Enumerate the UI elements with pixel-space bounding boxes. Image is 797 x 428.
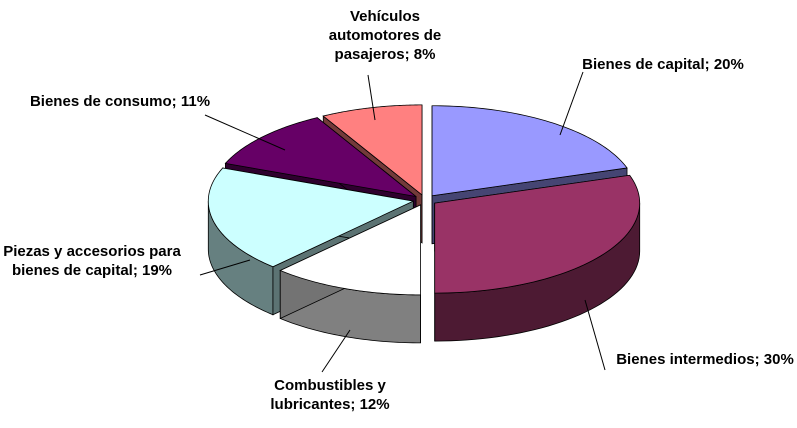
slice xyxy=(224,117,417,197)
data-label: Bienes de capital; 20% xyxy=(582,56,744,73)
leader-line xyxy=(321,329,351,373)
data-label: Bienes intermedios; 30% xyxy=(616,351,794,368)
data-label: Piezas y accesorios para bienes de capit… xyxy=(3,243,181,279)
data-label: Bienes de consumo; 11% xyxy=(29,93,211,110)
slice xyxy=(431,105,628,197)
data-label: Vehículos automotores de pasajeros; 8% xyxy=(328,8,442,63)
leader-line xyxy=(199,259,251,276)
slice xyxy=(322,104,423,196)
leader-line xyxy=(559,71,584,136)
leader-line xyxy=(204,114,286,151)
leader-line xyxy=(367,74,376,121)
data-label: Combustibles y lubricantes; 12% xyxy=(270,377,390,413)
slice xyxy=(279,204,421,296)
leader-line xyxy=(584,299,606,371)
slice xyxy=(434,174,641,294)
slice xyxy=(207,167,415,268)
